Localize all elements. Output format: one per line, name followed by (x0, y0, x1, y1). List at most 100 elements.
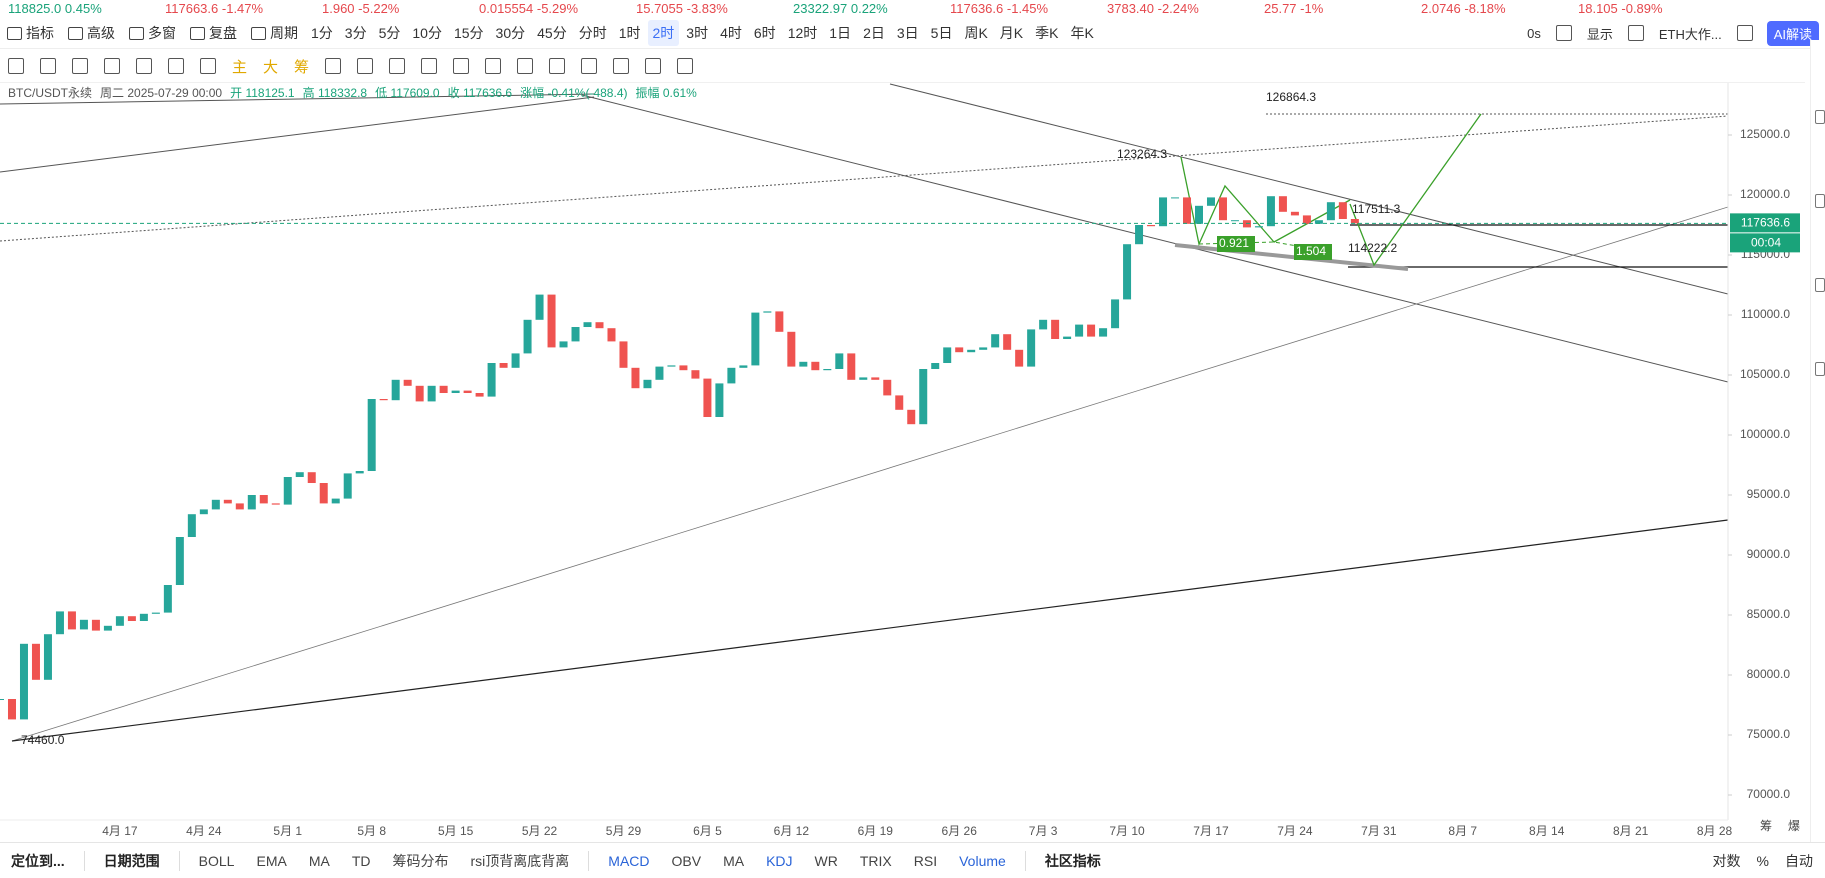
draw-tool[interactable] (357, 58, 374, 74)
toolbar-button[interactable]: 多窗 (122, 23, 183, 43)
tool-icon[interactable] (1555, 25, 1572, 41)
ticker-item[interactable]: 1.960 -5.22% (314, 1, 471, 16)
bottom-button[interactable]: rsi顶背离底背离 (470, 852, 570, 869)
bottom-button[interactable]: 社区指标 (1044, 852, 1101, 869)
draw-tool-text[interactable]: 大 (263, 58, 279, 76)
period-button[interactable]: 30分 (495, 25, 526, 41)
ticker-item[interactable]: 23322.97 0.22% (785, 1, 942, 16)
draw-tool[interactable] (389, 58, 406, 74)
ticker-item[interactable]: 117663.6 -1.47% (157, 1, 314, 16)
toolbar-right-button[interactable]: 显示 (1586, 26, 1613, 42)
draw-tool[interactable] (40, 58, 56, 74)
x-tick-label: 6月 26 (942, 824, 978, 838)
draw-tool[interactable] (645, 58, 662, 74)
period-button[interactable]: 1日 (829, 25, 852, 41)
candle (1350, 219, 1359, 224)
period-button[interactable]: 12时 (787, 25, 818, 41)
draw-tool[interactable] (200, 58, 216, 74)
ticker-item[interactable]: 18.105 -0.89% (1570, 1, 1727, 16)
period-button[interactable]: 3日 (896, 25, 919, 41)
draw-tool[interactable] (677, 58, 694, 74)
bottom-button[interactable]: MACD (608, 852, 650, 869)
draw-tool[interactable] (168, 58, 184, 74)
draw-tool[interactable] (104, 58, 120, 74)
candle (19, 643, 28, 720)
draw-tool[interactable] (8, 58, 24, 74)
toolbar-button[interactable]: 复盘 (183, 23, 244, 43)
period-button[interactable]: 10分 (412, 25, 442, 41)
draw-tool[interactable] (136, 58, 152, 74)
period-button[interactable]: 1分 (311, 25, 333, 41)
ticker-item[interactable]: 118825.0 0.45% (0, 1, 157, 16)
period-button[interactable]: 45分 (537, 25, 567, 41)
bottom-right-button[interactable]: % (1756, 852, 1769, 869)
side-icon[interactable] (1815, 278, 1825, 292)
period-button[interactable]: 3分 (344, 25, 367, 41)
bottom-button[interactable]: MA (308, 852, 330, 869)
draw-tool[interactable] (613, 58, 630, 74)
draw-tool[interactable] (549, 58, 566, 74)
candle (703, 378, 712, 418)
ticker-item[interactable]: 15.7055 -3.83% (628, 1, 785, 16)
draw-tool[interactable] (453, 58, 470, 74)
period-button[interactable]: 4时 (720, 25, 742, 41)
bottom-button[interactable]: EMA (256, 852, 287, 869)
side-icon[interactable] (1815, 362, 1825, 376)
bottom-right-button[interactable]: 自动 (1785, 852, 1813, 869)
tool-icon[interactable] (1627, 25, 1644, 41)
toolbar-right-button[interactable]: ETH大作... (1658, 26, 1722, 42)
bottom-button[interactable]: WR (814, 852, 838, 869)
draw-tool[interactable] (517, 58, 534, 74)
period-button[interactable]: 5日 (930, 25, 953, 41)
period-button[interactable]: 年K (1070, 25, 1094, 41)
bottom-button[interactable]: Volume (959, 852, 1006, 869)
period-button[interactable]: 分时 (578, 25, 607, 41)
bottom-button[interactable]: 日期范围 (103, 852, 160, 869)
toolbar-button[interactable]: 高级 (61, 23, 122, 43)
period-button[interactable]: 1时 (618, 25, 641, 41)
draw-tool[interactable] (581, 58, 598, 74)
draw-tool[interactable] (485, 58, 502, 74)
draw-tool[interactable] (325, 58, 342, 74)
ticker-item[interactable]: 0.015554 -5.29% (471, 1, 628, 16)
period-button[interactable]: 周K (964, 25, 988, 41)
period-button[interactable]: 月K (999, 25, 1024, 41)
period-button[interactable]: 季K (1035, 25, 1059, 41)
bottom-button[interactable]: MA (723, 852, 745, 869)
side-icon[interactable] (1815, 194, 1825, 208)
bottom-button[interactable]: OBV (671, 852, 702, 869)
draw-tool[interactable] (72, 58, 88, 74)
period-button[interactable]: 3时 (686, 25, 709, 41)
toolbar-right-button[interactable]: 0s (1527, 25, 1541, 41)
draw-tool-text[interactable]: 主 (232, 58, 248, 76)
period-button[interactable]: 15分 (453, 25, 484, 41)
bottom-right-button[interactable]: 对数 (1712, 852, 1741, 869)
draw-tool-text[interactable]: 筹 (294, 58, 310, 76)
candle (199, 509, 208, 515)
ticker-item[interactable]: 25.77 -1% (1256, 1, 1413, 16)
tool-icon[interactable] (1736, 25, 1753, 41)
toolbar-button[interactable]: 周期 (244, 23, 305, 43)
bottom-button[interactable]: TRIX (859, 852, 892, 869)
candle (271, 503, 280, 505)
bottom-button[interactable]: 定位到... (11, 852, 65, 869)
bottom-button[interactable]: TD (351, 852, 371, 869)
candle (859, 377, 868, 380)
side-icon[interactable] (1815, 110, 1825, 124)
ticker-item[interactable]: 2.0746 -8.18% (1413, 1, 1570, 16)
candle (487, 363, 496, 397)
draw-tool[interactable] (421, 58, 438, 74)
bottom-button[interactable]: RSI (913, 852, 938, 869)
bottom-button[interactable]: KDJ (766, 852, 793, 869)
ticker-item[interactable]: 3783.40 -2.24% (1099, 1, 1256, 16)
bottom-button[interactable]: BOLL (198, 852, 235, 869)
ticker-item[interactable]: 117636.6 -1.45% (942, 1, 1099, 16)
period-button[interactable]: 2时 (647, 20, 680, 46)
period-button[interactable]: 2日 (863, 25, 885, 41)
period-button[interactable]: 6时 (753, 25, 776, 41)
button-label: 指标 (26, 25, 54, 41)
toolbar-button[interactable]: 指标 (0, 23, 61, 43)
period-button[interactable]: 5分 (378, 25, 401, 41)
ticker-change: -1.45% (1006, 0, 1049, 16)
bottom-button[interactable]: 筹码分布 (392, 852, 449, 869)
